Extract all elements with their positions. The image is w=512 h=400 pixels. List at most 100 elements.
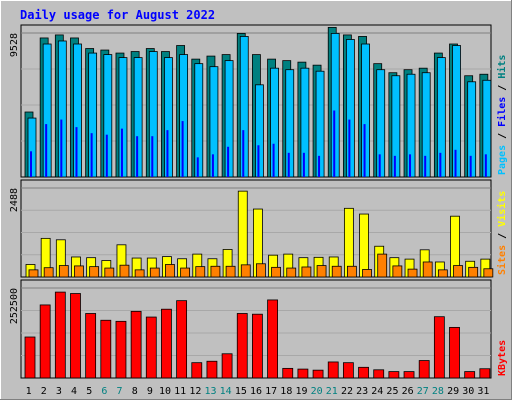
x-tick-label-day-23: 23	[356, 386, 368, 397]
bar-kbytes-day-5	[85, 313, 97, 379]
bar-sites-day-8	[134, 269, 145, 278]
bar-pages-day-10	[166, 130, 169, 177]
bar-pages-day-25	[393, 155, 396, 177]
bar-sites-day-23	[362, 269, 372, 278]
bar-sites-day-5	[89, 266, 100, 278]
bar-kbytes-day-27	[418, 360, 430, 379]
legend-separator: /	[497, 227, 508, 245]
bar-sites-day-2	[43, 267, 54, 278]
bar-sites-day-9	[149, 267, 160, 278]
x-tick-label-day-8: 8	[132, 386, 138, 397]
bar-pages-day-23	[363, 124, 366, 177]
bar-kbytes-day-10	[161, 308, 172, 379]
x-tick-label-day-16: 16	[250, 386, 262, 397]
x-tick-label-day-13: 13	[204, 386, 216, 397]
bar-kbytes-day-26	[403, 371, 415, 379]
bar-sites-day-1	[28, 269, 39, 278]
legend-entry-files: Files	[496, 97, 508, 127]
x-tick-label-day-6: 6	[101, 386, 107, 397]
bar-pages-day-17	[272, 143, 275, 177]
x-tick-label-day-28: 28	[432, 386, 444, 397]
legend-entry-kbytes: KBytes	[497, 340, 508, 376]
bar-kbytes-day-6	[100, 319, 112, 379]
bar-sites-day-27	[422, 261, 433, 278]
x-tick-label-day-17: 17	[265, 386, 277, 397]
bar-kbytes-day-19	[297, 368, 309, 379]
bar-pages-day-27	[424, 155, 427, 177]
bar-pages-day-6	[105, 134, 108, 177]
bar-kbytes-day-9	[145, 316, 157, 379]
y-axis-legend-1: Pages / Files / Hits	[496, 55, 508, 175]
bar-pages-day-5	[90, 133, 93, 177]
bar-kbytes-day-2	[39, 304, 51, 379]
bar-pages-day-3	[60, 119, 63, 177]
x-tick-label-day-12: 12	[189, 386, 201, 397]
x-tick-label-day-25: 25	[386, 386, 398, 397]
bar-kbytes-day-1	[24, 336, 36, 379]
x-tick-label-day-14: 14	[220, 386, 232, 397]
x-tick-label-day-10: 10	[159, 386, 171, 397]
bar-pages-day-9	[151, 136, 154, 177]
bar-kbytes-day-23	[358, 366, 369, 379]
x-tick-label-day-5: 5	[86, 386, 92, 397]
y-axis-legend-3: KBytes	[497, 340, 508, 376]
x-tick-label-day-15: 15	[235, 386, 247, 397]
bar-sites-day-6	[104, 267, 115, 278]
bar-kbytes-day-13	[206, 360, 218, 379]
bar-kbytes-day-28	[433, 316, 445, 379]
x-tick-label-day-30: 30	[462, 386, 474, 397]
x-tick-label-day-24: 24	[371, 386, 383, 397]
bar-kbytes-day-15	[236, 313, 248, 379]
x-tick-label-day-20: 20	[311, 386, 323, 397]
bar-sites-day-7	[119, 264, 130, 278]
bar-sites-day-30	[468, 266, 479, 278]
bar-pages-day-15	[242, 130, 245, 177]
x-tick-label-day-4: 4	[71, 386, 77, 397]
bar-sites-day-20	[316, 265, 327, 278]
bar-pages-day-16	[257, 145, 260, 177]
legend-entry-visits: Visits	[496, 191, 508, 227]
bar-sites-day-12	[195, 266, 206, 278]
x-tick-label-day-26: 26	[402, 386, 414, 397]
bar-files-day-3	[57, 40, 67, 178]
bar-sites-day-29	[453, 265, 463, 278]
bar-kbytes-day-24	[373, 369, 385, 379]
bar-sites-day-10	[165, 264, 175, 278]
bar-sites-day-18	[286, 267, 297, 278]
bar-pages-day-13	[211, 154, 214, 177]
bar-pages-day-20	[318, 155, 321, 177]
x-tick-label-day-9: 9	[147, 386, 153, 397]
bar-pages-day-19	[302, 152, 305, 177]
bar-sites-day-22	[346, 265, 357, 278]
bar-sites-day-28	[437, 269, 448, 278]
bar-pages-day-7	[120, 128, 123, 177]
bar-kbytes-day-12	[191, 362, 203, 379]
bar-kbytes-day-30	[464, 371, 476, 379]
bar-pages-day-28	[439, 152, 442, 177]
bar-kbytes-day-7	[115, 320, 127, 379]
bar-kbytes-day-4	[70, 293, 81, 379]
bar-pages-day-21	[333, 110, 336, 177]
y-axis-legend-2: Sites / Visits	[496, 191, 508, 275]
bar-kbytes-day-16	[252, 313, 263, 379]
bar-pages-day-12	[196, 157, 199, 177]
bar-sites-day-14	[225, 265, 236, 278]
legend-separator: /	[497, 79, 508, 97]
bar-kbytes-day-25	[388, 371, 400, 379]
chart-title: Daily usage for August 2022	[20, 8, 215, 22]
bar-sites-day-25	[392, 265, 403, 278]
bar-visits-day-15	[237, 190, 248, 278]
bar-sites-day-31	[483, 268, 494, 278]
legend-entry-hits: Hits	[496, 55, 508, 79]
bar-kbytes-day-17	[267, 299, 278, 379]
bar-kbytes-day-18	[282, 367, 294, 379]
x-tick-label-day-29: 29	[447, 386, 459, 397]
bar-sites-day-16	[256, 263, 266, 278]
bar-sites-day-21	[331, 265, 342, 278]
bar-kbytes-day-8	[130, 310, 142, 379]
bar-pages-day-30	[469, 155, 472, 177]
x-tick-label-day-7: 7	[117, 386, 123, 397]
bar-pages-day-2	[45, 124, 48, 177]
bar-pages-day-24	[378, 154, 381, 177]
